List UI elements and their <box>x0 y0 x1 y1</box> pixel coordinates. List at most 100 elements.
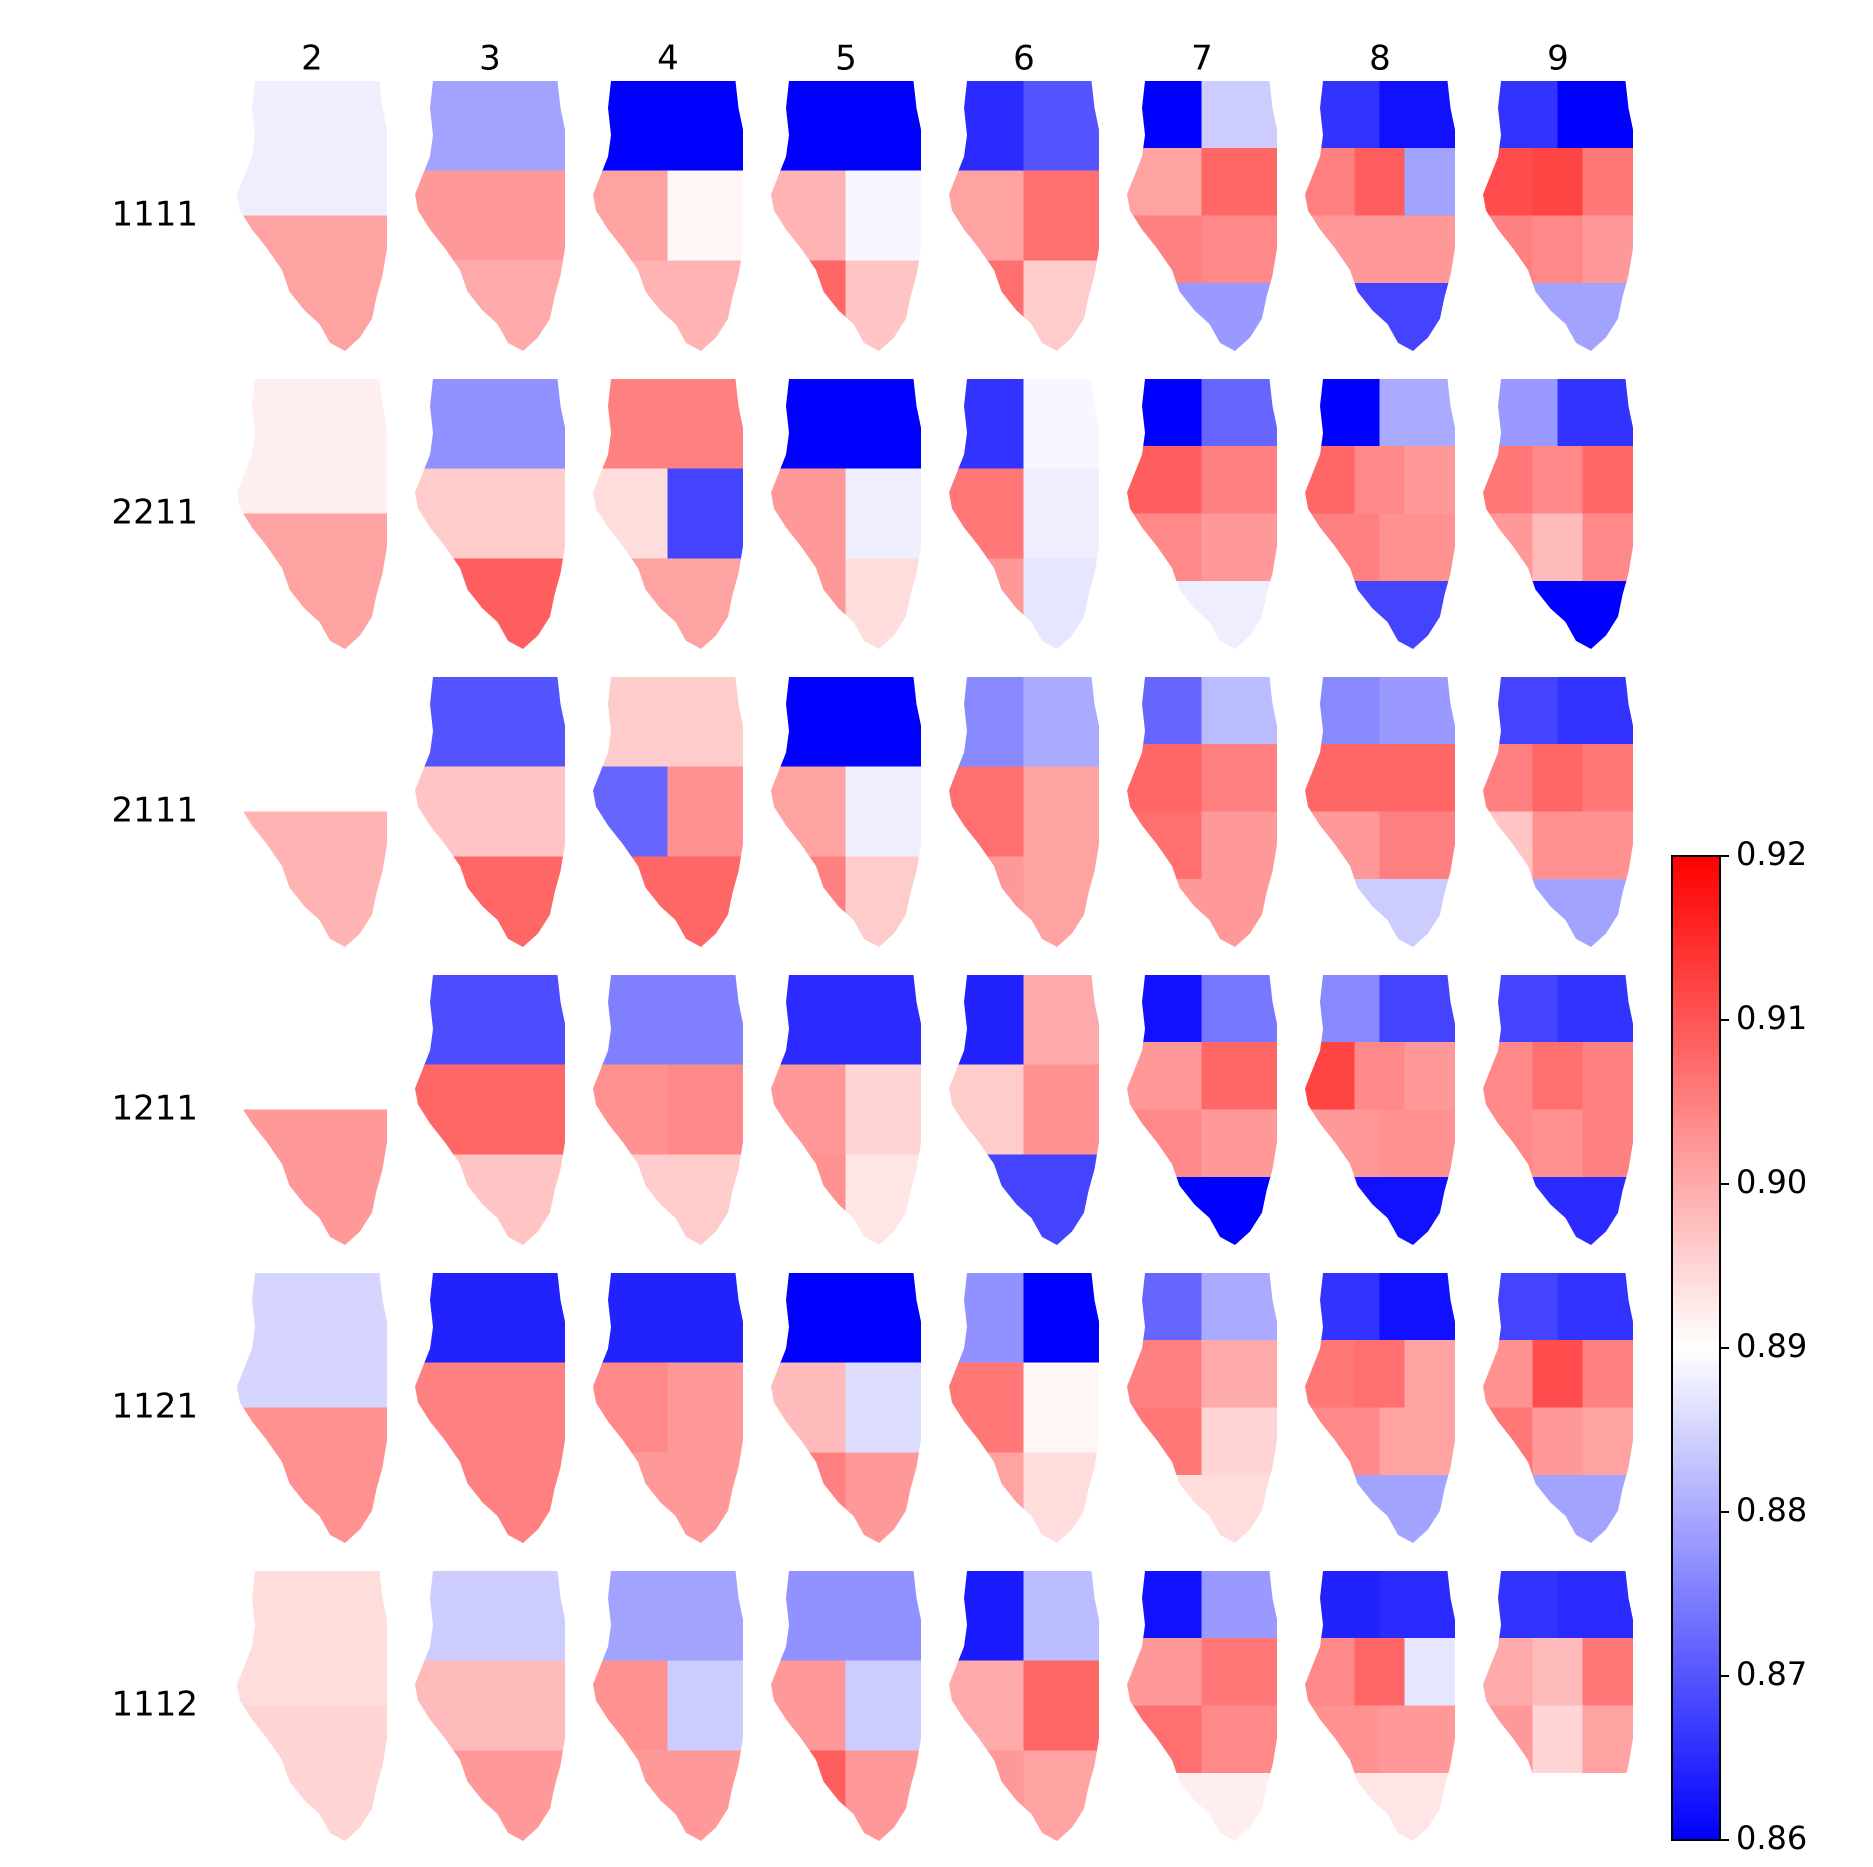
region <box>1380 1273 1456 1342</box>
region <box>1024 767 1100 858</box>
region <box>1583 812 1634 881</box>
region <box>593 1661 669 1752</box>
region <box>1305 812 1381 881</box>
region <box>1533 1408 1584 1477</box>
map <box>415 975 566 1246</box>
region <box>1127 1273 1203 1342</box>
region <box>1305 216 1381 285</box>
map <box>1483 975 1634 1246</box>
region <box>771 469 847 560</box>
region <box>1202 1340 1278 1409</box>
region <box>1202 975 1278 1044</box>
column-label: 5 <box>835 39 857 79</box>
region <box>415 1751 566 1842</box>
region <box>668 1363 744 1454</box>
map <box>1305 677 1456 948</box>
region <box>949 1065 1025 1156</box>
region <box>1533 1110 1584 1179</box>
region <box>415 1661 566 1752</box>
region <box>237 1571 388 1707</box>
region <box>1583 1638 1634 1707</box>
region <box>1483 1475 1634 1544</box>
region <box>415 559 566 650</box>
map <box>1127 677 1278 948</box>
region <box>1127 812 1203 881</box>
map <box>593 975 744 1246</box>
region <box>949 975 1025 1066</box>
region <box>1127 81 1203 150</box>
region <box>593 81 744 172</box>
region <box>668 1661 744 1752</box>
region <box>1127 148 1203 217</box>
map <box>1483 1273 1634 1544</box>
region <box>1305 1340 1356 1409</box>
region <box>415 1363 566 1454</box>
region <box>771 857 847 948</box>
region <box>415 1155 566 1246</box>
region <box>1202 379 1278 448</box>
region <box>771 1751 847 1842</box>
region <box>1355 1042 1406 1111</box>
region <box>1533 148 1584 217</box>
region <box>846 857 922 948</box>
region <box>1024 559 1100 650</box>
region <box>237 379 388 515</box>
region <box>1305 744 1356 813</box>
region <box>1355 1638 1406 1707</box>
region <box>1127 1638 1203 1707</box>
region <box>846 1751 922 1842</box>
region <box>415 261 566 352</box>
region <box>1533 1706 1584 1775</box>
region <box>1127 744 1203 813</box>
region <box>415 1065 566 1156</box>
region <box>593 1065 669 1156</box>
map <box>593 677 744 948</box>
region <box>415 975 566 1066</box>
region <box>1202 812 1278 881</box>
region <box>593 767 669 858</box>
map <box>1305 379 1456 650</box>
map <box>771 975 922 1246</box>
colorbar <box>1672 856 1720 1840</box>
region <box>1305 1110 1381 1179</box>
region <box>771 1571 922 1662</box>
region <box>949 677 1025 768</box>
region <box>1202 1571 1278 1640</box>
region <box>415 857 566 948</box>
region <box>949 261 1025 352</box>
region <box>1202 216 1278 285</box>
region <box>1305 81 1381 150</box>
region <box>415 767 566 858</box>
region <box>593 1155 744 1246</box>
region <box>949 1273 1025 1364</box>
region <box>1305 1706 1381 1775</box>
row-label: 1112 <box>111 1685 198 1725</box>
map <box>593 379 744 650</box>
region <box>415 171 566 262</box>
region <box>771 975 922 1066</box>
region <box>1583 148 1634 217</box>
region <box>1202 446 1278 515</box>
region <box>949 1155 1025 1246</box>
region <box>949 1751 1025 1842</box>
region <box>1483 744 1534 813</box>
region <box>593 1453 744 1544</box>
region <box>237 812 388 948</box>
column-label: 7 <box>1191 39 1213 79</box>
region <box>593 171 669 262</box>
region <box>846 1661 922 1752</box>
region <box>1355 1340 1406 1409</box>
region <box>1305 1571 1381 1640</box>
map <box>415 1273 566 1544</box>
region <box>1024 1453 1100 1544</box>
column-label: 3 <box>479 39 501 79</box>
map <box>771 677 922 948</box>
map <box>1127 1273 1278 1544</box>
map <box>1483 81 1634 352</box>
map <box>1483 677 1634 948</box>
map <box>593 1273 744 1544</box>
region <box>771 1363 847 1454</box>
region <box>593 559 744 650</box>
region <box>1305 1638 1356 1707</box>
region <box>593 261 744 352</box>
